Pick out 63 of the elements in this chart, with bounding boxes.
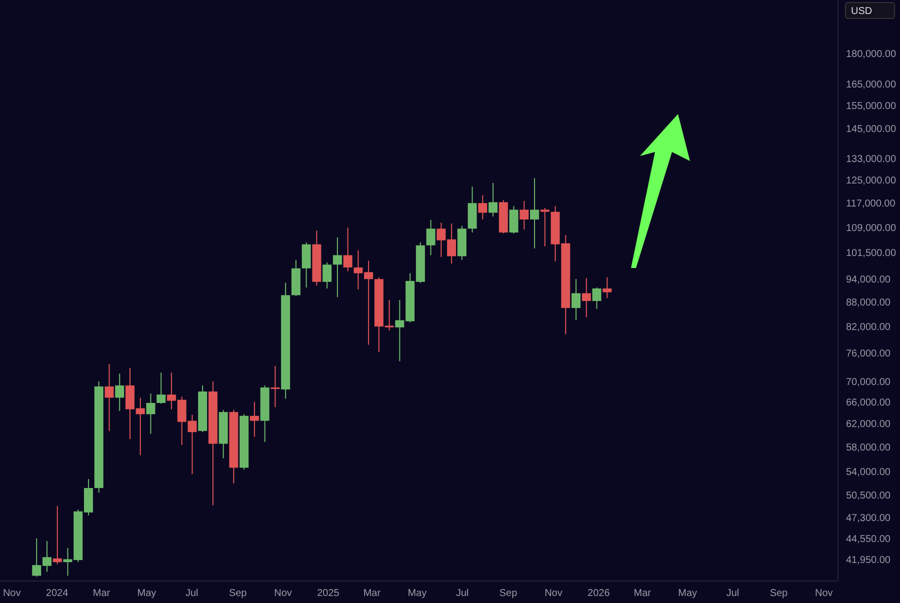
x-tick-label: Mar — [634, 588, 652, 600]
candlestick — [104, 364, 114, 432]
candlestick — [478, 194, 488, 220]
candlestick — [530, 178, 540, 249]
y-tick-label: 133,000.00 — [846, 154, 896, 166]
x-tick-label: Nov — [2, 588, 21, 600]
candlestick — [115, 373, 124, 412]
y-tick-label: 109,000.00 — [846, 223, 896, 234]
y-tick-label: 76,000.00 — [846, 348, 891, 360]
candlestick — [592, 287, 602, 310]
x-tick-label: Sep — [499, 588, 518, 600]
x-tick-label: Jul — [456, 588, 469, 600]
candlestick — [520, 200, 529, 230]
y-tick-label: 70,000.00 — [846, 377, 891, 388]
x-tick-label: Nov — [544, 588, 562, 600]
y-tick-label: 88,000.00 — [846, 298, 891, 309]
x-tick-label: May — [408, 588, 427, 600]
text: USD — [845, 2, 895, 19]
candlestick — [602, 276, 612, 299]
x-tick-label: Mar — [92, 588, 111, 600]
candlestick — [270, 365, 280, 408]
x-tick-label: May — [137, 588, 156, 600]
y-tick-label: 58,000.00 — [846, 442, 891, 454]
y-tick-label: 155,000.00 — [846, 100, 896, 112]
y-tick-label: 94,000.00 — [846, 274, 891, 286]
x-tick-label: Sep — [770, 588, 788, 600]
candlestick — [488, 182, 498, 217]
y-tick-label: 101,500.00 — [846, 248, 896, 259]
x-tick-label: Jul — [186, 588, 198, 600]
candlestick — [540, 207, 550, 247]
candlestick — [343, 227, 352, 272]
y-tick-label: 82,000.00 — [846, 322, 891, 334]
candlestick — [250, 401, 259, 438]
y-tick-label: 54,000.00 — [846, 467, 891, 478]
x-tick-label: Mar — [363, 588, 382, 600]
y-tick-label: 44,550.00 — [846, 534, 891, 545]
y-tick-label: 145,000.00 — [846, 124, 896, 136]
y-tick-label: 66,000.00 — [846, 397, 891, 408]
candlestick — [509, 206, 518, 234]
x-tick-label: 2025 — [317, 588, 340, 600]
candlestick — [52, 506, 62, 565]
candlestick — [146, 393, 156, 434]
y-tick-label: 117,000.00 — [846, 198, 896, 210]
candlestick — [582, 278, 591, 318]
y-tick-label: 125,000.00 — [846, 176, 896, 187]
x-tick-label: 2024 — [46, 588, 69, 600]
x-tick-label: Nov — [274, 588, 292, 600]
candlestick — [332, 236, 342, 298]
candlestick — [572, 278, 581, 321]
candlestick — [156, 372, 166, 404]
y-tick-label: 180,000.00 — [846, 49, 896, 60]
x-tick-label: May — [678, 588, 698, 600]
x-tick-label: Sep — [228, 588, 248, 600]
y-tick-label: 50,500.00 — [846, 490, 891, 502]
x-tick-label: Nov — [815, 588, 833, 600]
y-tick-label: 41,950.00 — [846, 554, 891, 566]
y-tick-label: 62,000.00 — [846, 419, 891, 430]
x-tick-label: 2026 — [588, 588, 610, 600]
candlestick — [322, 262, 332, 289]
y-tick-label: 165,000.00 — [846, 79, 896, 90]
candlestick — [426, 219, 436, 256]
x-tick-label: Jul — [726, 588, 740, 600]
y-tick-label: 47,300.00 — [846, 513, 891, 524]
